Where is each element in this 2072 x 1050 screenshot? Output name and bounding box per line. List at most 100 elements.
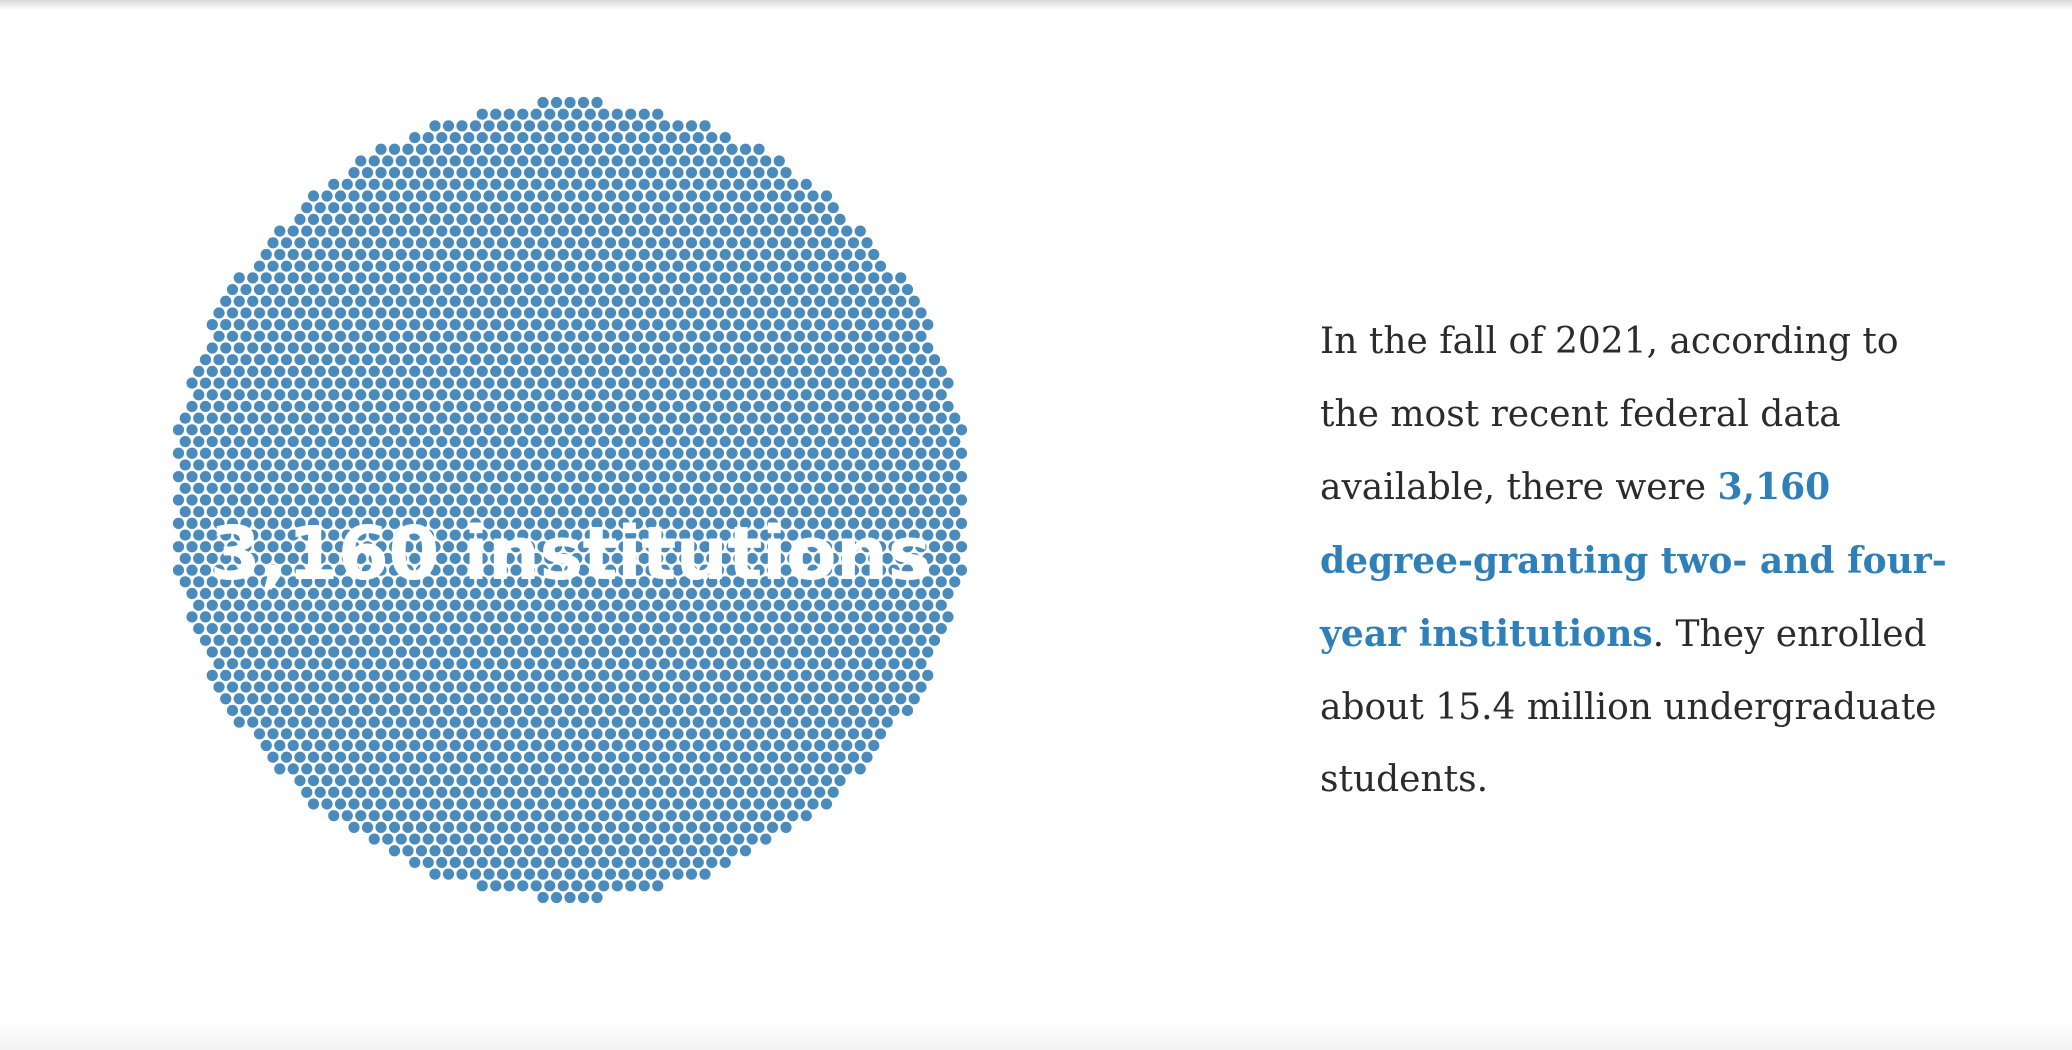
- institution-dot: [490, 482, 502, 494]
- institution-dot: [483, 471, 495, 483]
- institution-dot: [456, 517, 468, 529]
- institution-dot: [456, 283, 468, 296]
- institution-dot: [874, 587, 887, 600]
- institution-dot: [638, 552, 650, 565]
- institution-dot: [483, 120, 495, 132]
- institution-dot: [874, 704, 887, 717]
- institution-dot: [490, 576, 502, 588]
- institution-dot: [463, 459, 475, 471]
- institution-dot: [665, 155, 677, 167]
- institution-dot: [638, 482, 650, 494]
- institution-dot: [652, 763, 664, 775]
- institution-dot: [294, 354, 306, 366]
- institution-dot: [692, 810, 704, 822]
- institution-dot: [503, 272, 515, 284]
- institution-dot: [611, 178, 623, 190]
- institution-dot: [604, 751, 617, 763]
- institution-dot: [787, 506, 799, 518]
- institution-dot: [233, 646, 245, 658]
- institution-dot: [206, 389, 218, 401]
- institution-dot: [544, 412, 556, 424]
- institution-dot: [591, 634, 603, 646]
- institution-dot: [517, 202, 529, 214]
- institution-dot: [557, 131, 569, 144]
- institution-dot: [652, 131, 664, 144]
- institution-dot: [334, 751, 347, 763]
- institution-dot: [645, 190, 657, 202]
- institution-dot: [449, 295, 461, 307]
- institution-dot: [780, 283, 792, 296]
- institution-dot: [611, 389, 623, 401]
- institution-dot: [557, 272, 569, 284]
- institution-dot: [233, 599, 245, 611]
- institution-dot: [820, 400, 833, 413]
- institution-dot: [780, 307, 792, 319]
- institution-dot: [368, 412, 380, 424]
- institution-dot: [571, 108, 583, 120]
- institution-dot: [550, 868, 563, 880]
- institution-dot: [550, 658, 563, 670]
- institution-dot: [550, 167, 563, 179]
- institution-dot: [625, 739, 637, 752]
- institution-dot: [510, 400, 522, 413]
- institution-dot: [800, 272, 812, 284]
- institution-dot: [429, 400, 441, 413]
- institution-dot: [355, 342, 367, 354]
- institution-dot: [361, 681, 374, 693]
- institution-dot: [388, 845, 401, 857]
- institution-dot: [388, 564, 401, 576]
- institution-dot: [760, 342, 772, 354]
- institution-dot: [773, 482, 785, 494]
- institution-dot: [368, 248, 380, 261]
- institution-dot: [321, 190, 333, 202]
- institution-dot: [760, 739, 772, 752]
- institution-dot: [564, 517, 576, 529]
- institution-dot: [199, 541, 212, 553]
- institution-dot: [719, 248, 731, 261]
- institution-dot: [422, 506, 434, 518]
- institution-dot: [739, 283, 752, 296]
- institution-dot: [868, 482, 880, 494]
- institution-dot: [409, 342, 421, 354]
- institution-dot: [915, 517, 927, 529]
- institution-dot: [685, 658, 698, 670]
- institution-dot: [247, 646, 259, 658]
- institution-dot: [429, 307, 441, 319]
- institution-dot: [908, 342, 920, 354]
- institution-dot: [415, 143, 428, 155]
- institution-dot: [800, 202, 812, 214]
- institution-dot: [496, 728, 509, 740]
- institution-dot: [854, 459, 866, 471]
- institution-dot: [415, 798, 428, 810]
- institution-dot: [274, 669, 286, 681]
- institution-dot: [766, 424, 779, 436]
- institution-dot: [591, 354, 603, 366]
- institution-dot: [294, 330, 306, 342]
- institution-dot: [760, 529, 772, 541]
- institution-dot: [564, 658, 576, 670]
- institution-dot: [287, 646, 299, 658]
- institution-dot: [307, 354, 320, 366]
- institution-dot: [780, 658, 792, 670]
- institution-dot: [807, 634, 819, 646]
- institution-dot: [503, 623, 515, 635]
- institution-dot: [490, 131, 502, 144]
- institution-dot: [355, 459, 367, 471]
- institution-dot: [766, 354, 779, 366]
- institution-dot: [253, 283, 266, 296]
- institution-dot: [692, 459, 704, 471]
- institution-dot: [321, 587, 333, 600]
- institution-dot: [469, 167, 482, 179]
- institution-dot: [530, 342, 542, 354]
- institution-dot: [814, 669, 826, 681]
- institution-dot: [301, 365, 313, 377]
- institution-dot: [611, 693, 623, 705]
- institution-dot: [706, 178, 718, 190]
- institution-dot: [544, 435, 556, 448]
- institution-dot: [307, 237, 320, 249]
- institution-dot: [706, 599, 718, 611]
- institution-dot: [706, 739, 718, 752]
- institution-dot: [510, 821, 522, 833]
- institution-dot: [307, 611, 320, 623]
- institution-dot: [814, 646, 826, 658]
